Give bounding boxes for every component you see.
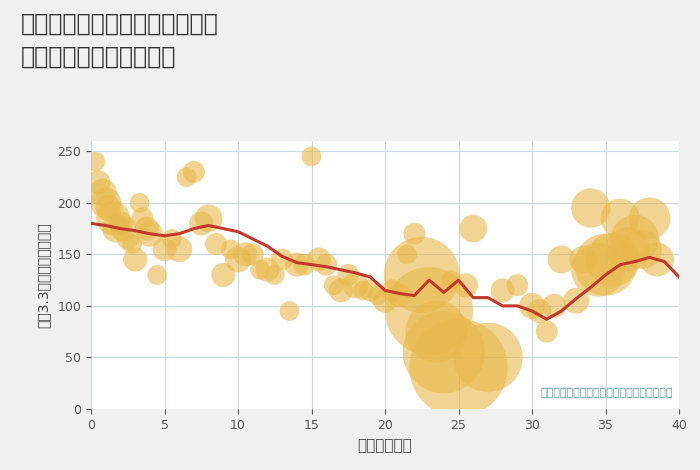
Point	[210, 240, 221, 248]
Point	[118, 225, 129, 232]
Point	[151, 271, 162, 279]
Point	[291, 261, 302, 268]
Point	[585, 204, 596, 212]
Point	[92, 179, 104, 186]
Point	[386, 287, 398, 294]
Point	[276, 256, 288, 263]
Point	[468, 225, 479, 232]
Point	[255, 266, 266, 274]
Point	[136, 214, 148, 222]
Point	[269, 271, 280, 279]
Point	[358, 287, 369, 294]
Point	[97, 189, 108, 196]
Point	[512, 282, 523, 289]
Point	[622, 245, 634, 253]
Point	[298, 261, 309, 268]
Point	[629, 235, 641, 243]
Point	[600, 261, 611, 268]
Point	[644, 214, 655, 222]
Point	[593, 266, 604, 274]
Point	[284, 307, 295, 315]
Point	[549, 302, 560, 310]
Point	[247, 251, 258, 258]
Point	[394, 292, 405, 299]
Point	[232, 256, 244, 263]
Point	[328, 282, 340, 289]
Point	[134, 199, 145, 207]
Point	[350, 282, 361, 289]
Point	[122, 235, 133, 243]
Point	[239, 251, 251, 258]
Point	[167, 235, 178, 243]
Text: 神奈川県横浜市港北区高田西の
築年数別中古戸建て価格: 神奈川県横浜市港北区高田西の 築年数別中古戸建て価格	[21, 11, 218, 69]
Point	[335, 287, 346, 294]
Point	[578, 256, 589, 263]
Point	[314, 256, 325, 263]
Point	[188, 168, 199, 176]
Point	[343, 271, 354, 279]
Point	[497, 287, 508, 294]
Point	[195, 219, 207, 227]
Point	[115, 219, 126, 227]
Point	[446, 276, 457, 284]
Point	[424, 307, 435, 315]
Point	[130, 256, 141, 263]
Point	[372, 292, 384, 299]
Point	[181, 173, 192, 181]
X-axis label: 築年数（年）: 築年数（年）	[358, 439, 412, 454]
Point	[570, 297, 582, 305]
Point	[174, 245, 185, 253]
Point	[111, 225, 122, 232]
Point	[103, 204, 114, 212]
Point	[379, 297, 391, 305]
Point	[461, 282, 472, 289]
Point	[100, 199, 111, 207]
Point	[431, 328, 442, 336]
Point	[218, 271, 229, 279]
Point	[534, 307, 545, 315]
Point	[90, 158, 101, 165]
Text: 円の大きさは、取引のあった物件面積を示す: 円の大きさは、取引のあった物件面積を示す	[540, 388, 673, 398]
Point	[541, 328, 552, 336]
Y-axis label: 坪（3.3㎡）単価（万円）: 坪（3.3㎡）単価（万円）	[36, 222, 50, 328]
Point	[108, 214, 119, 222]
Point	[652, 256, 663, 263]
Point	[225, 245, 237, 253]
Point	[306, 153, 317, 160]
Point	[438, 348, 449, 356]
Point	[365, 287, 376, 294]
Point	[144, 230, 155, 237]
Point	[453, 364, 464, 371]
Point	[615, 214, 626, 222]
Point	[321, 261, 332, 268]
Point	[409, 230, 420, 237]
Point	[482, 353, 493, 361]
Point	[141, 225, 153, 232]
Point	[402, 251, 413, 258]
Point	[556, 256, 567, 263]
Point	[637, 245, 648, 253]
Point	[526, 302, 538, 310]
Point	[262, 266, 273, 274]
Point	[127, 240, 138, 248]
Point	[203, 214, 214, 222]
Point	[608, 256, 619, 263]
Point	[159, 245, 170, 253]
Point	[416, 271, 427, 279]
